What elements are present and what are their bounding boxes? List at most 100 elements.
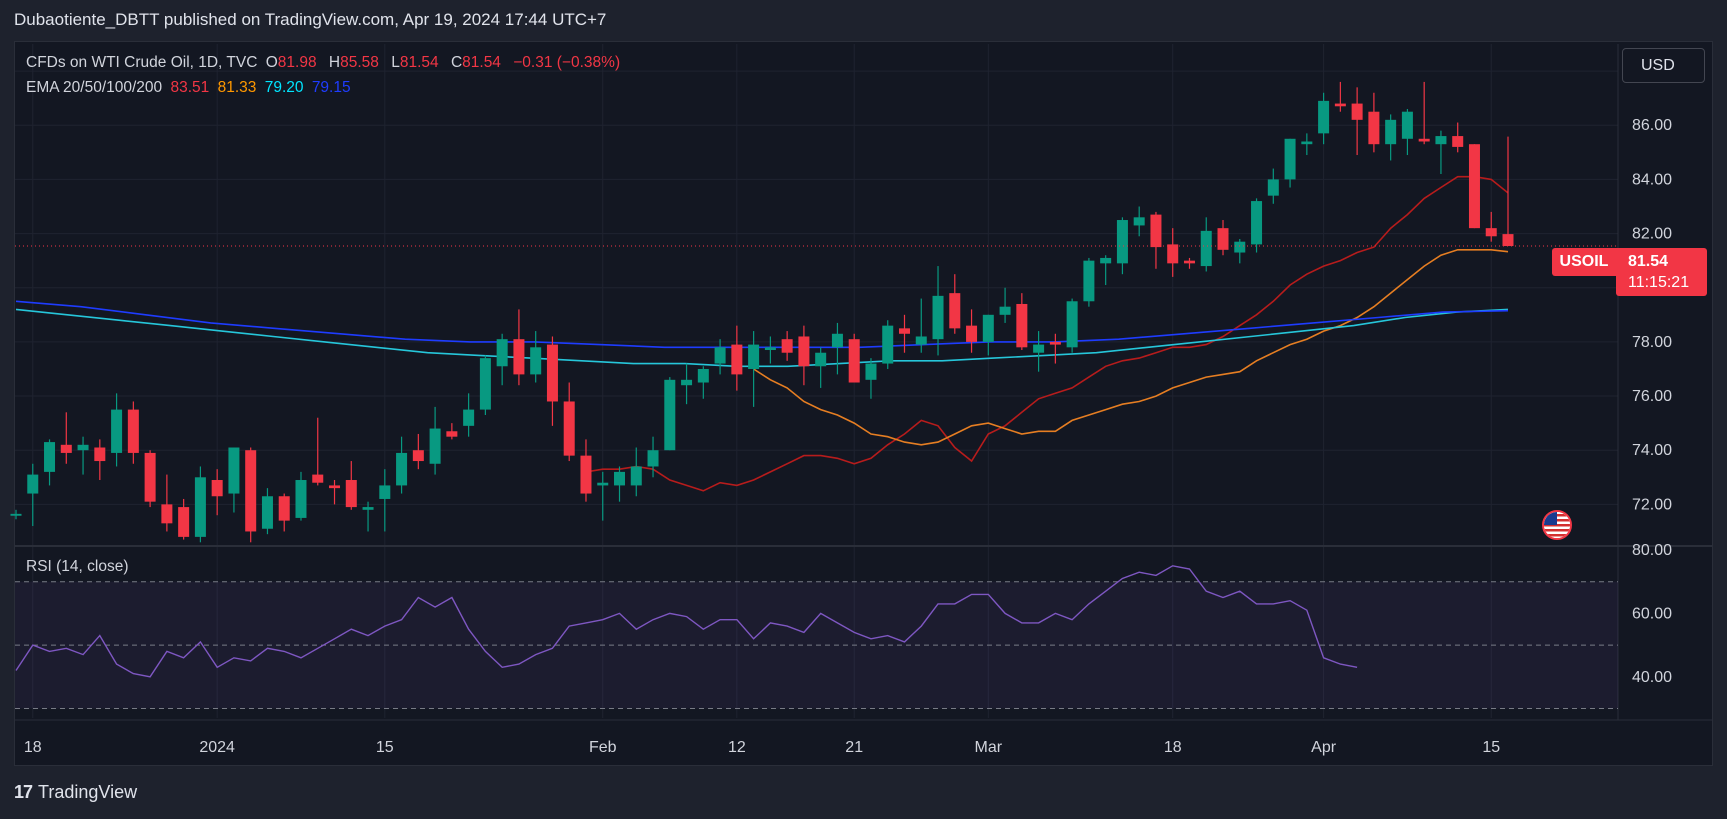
candle-body: [1368, 111, 1380, 145]
candle-body: [1318, 100, 1330, 134]
candle-body: [681, 379, 693, 386]
candle-body: [1401, 111, 1413, 139]
candle-body: [1385, 119, 1397, 145]
rsi-axis-label: 60.00: [1632, 605, 1672, 622]
candle-body: [1267, 179, 1279, 196]
low-label: L: [391, 54, 400, 71]
candle-body: [831, 333, 843, 348]
candle-body: [127, 409, 139, 453]
candle-body: [1150, 214, 1162, 248]
candle-body: [1217, 228, 1229, 250]
ema20-value: 83.51: [170, 79, 210, 96]
footer-brand: 17 TradingView: [14, 782, 137, 803]
candle-body: [1435, 136, 1447, 145]
candle-body: [932, 295, 944, 340]
candle-body: [1334, 103, 1346, 107]
candle-body: [848, 339, 860, 383]
candle-body: [10, 513, 22, 516]
rsi-legend: RSI (14, close): [26, 558, 129, 575]
candle-body: [563, 401, 575, 456]
candle-body: [463, 409, 475, 426]
candle-body: [1116, 220, 1128, 264]
candle-body: [278, 496, 290, 521]
candle-body: [966, 325, 978, 342]
candle-body: [44, 442, 56, 472]
candle-body: [781, 339, 793, 353]
ema-label: EMA 20/50/100/200: [26, 79, 163, 96]
price-axis-label: 86.00: [1632, 117, 1672, 134]
change-value: −0.31 (−0.38%): [513, 54, 621, 71]
candle-body: [261, 496, 273, 529]
tradingview-logo-icon: 17: [14, 782, 33, 802]
ema-line-ema50: [753, 249, 1509, 446]
candle-body: [412, 450, 424, 462]
symbol-label: CFDs on WTI Crude Oil, 1D, TVC: [26, 54, 258, 71]
candle-body: [178, 507, 190, 537]
candle-body: [580, 455, 592, 494]
brand-name: TradingView: [38, 782, 138, 802]
candle-body: [429, 428, 441, 464]
candle-body: [1351, 103, 1363, 120]
currency-button[interactable]: USD: [1622, 48, 1705, 83]
candle-body: [77, 444, 89, 451]
candle-body: [898, 328, 910, 334]
time-axis-label: Apr: [1311, 739, 1337, 756]
candle-body: [245, 450, 257, 532]
candle-body: [949, 293, 961, 329]
high-label: H: [328, 54, 341, 71]
candle-body: [1167, 244, 1179, 264]
candle-body: [1234, 241, 1246, 253]
rsi-axis-label: 40.00: [1632, 669, 1672, 686]
candle-body: [211, 480, 223, 497]
candle-body: [345, 480, 357, 508]
us-flag-icon[interactable]: [1542, 510, 1572, 540]
price-axis-label: 74.00: [1632, 442, 1672, 459]
candle-body: [630, 466, 642, 486]
time-axis-label: Feb: [589, 739, 617, 756]
time-axis-label: 15: [376, 739, 394, 756]
time-axis-label: 18: [1164, 739, 1182, 756]
candle-body: [1200, 230, 1212, 267]
candle-body: [1468, 144, 1480, 229]
price-axis-label: 72.00: [1632, 496, 1672, 513]
candle-body: [1033, 344, 1045, 353]
low-value: 81.54: [399, 54, 439, 71]
candle-body: [614, 471, 626, 486]
ema200-value: 79.15: [311, 79, 351, 96]
ema-legend: EMA 20/50/100/200 83.51 81.33 79.20 79.1…: [26, 79, 355, 97]
candle-body: [329, 485, 341, 489]
ema-line-ema20: [585, 175, 1509, 492]
candle-body: [27, 474, 39, 494]
candle-body: [312, 474, 324, 483]
candle-body: [94, 447, 106, 462]
price-tag-value: 81.54: [1628, 253, 1669, 270]
candle-body: [546, 344, 558, 402]
price-tag-value-box: 81.54 11:15:21: [1616, 248, 1707, 296]
price-axis-label: 82.00: [1632, 226, 1672, 243]
candle-body: [111, 409, 123, 453]
time-axis-label: 2024: [199, 739, 235, 756]
ema100-value: 79.20: [264, 79, 304, 96]
candle-body: [1485, 228, 1497, 237]
candle-body: [764, 347, 776, 351]
candle-body: [1284, 138, 1296, 180]
candle-body: [60, 444, 72, 453]
candle-body: [144, 452, 156, 502]
candle-body: [999, 306, 1011, 315]
ema-line-ema100: [15, 308, 1509, 368]
candle-body: [748, 344, 760, 369]
candle-body: [496, 339, 508, 367]
high-value: 85.58: [340, 54, 379, 71]
candle-body: [161, 504, 173, 524]
open-value: 81.98: [277, 54, 317, 71]
candle-body: [362, 507, 374, 510]
candle-body: [915, 336, 927, 345]
price-axis-label: 84.00: [1632, 171, 1672, 188]
candle-body: [697, 368, 709, 383]
candle-body: [194, 477, 206, 537]
candle-body: [446, 431, 458, 437]
open-label: O: [265, 54, 278, 71]
candle-body: [714, 347, 726, 364]
candle-body: [1418, 138, 1430, 142]
